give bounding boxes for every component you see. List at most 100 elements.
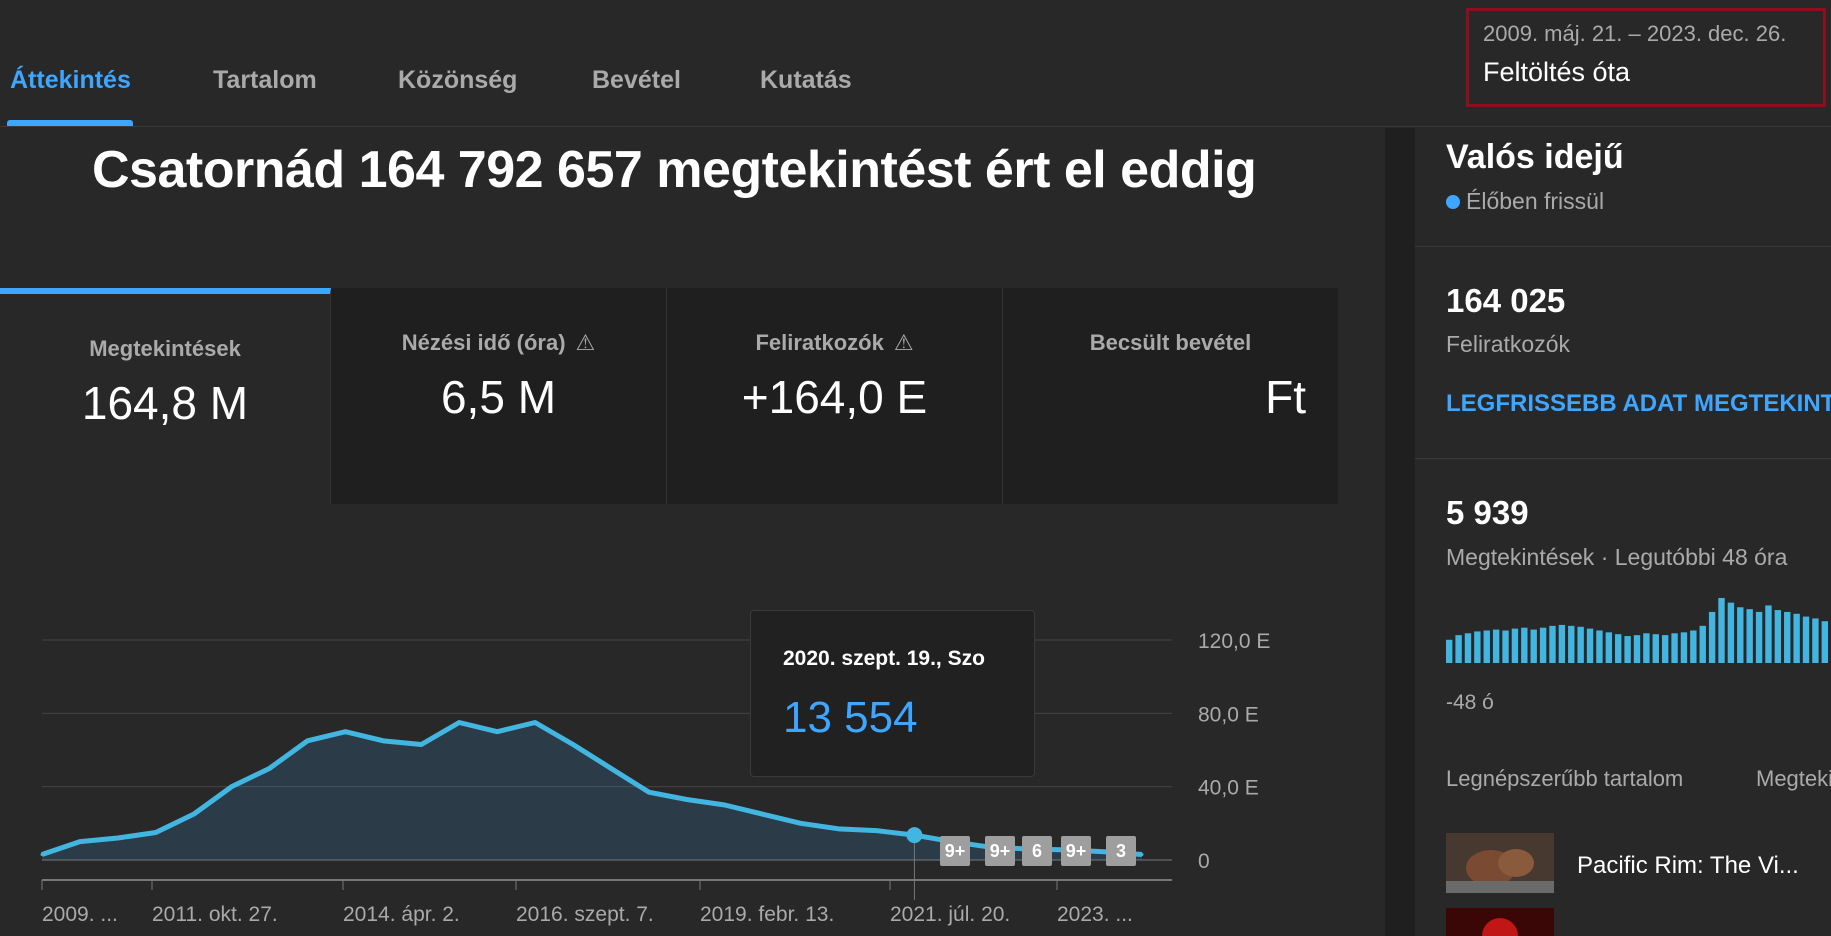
realtime-subscribers-label: Feliratkozók — [1446, 331, 1570, 357]
mini-chart-bar — [1549, 625, 1556, 663]
metric-label-subscribers-text: Feliratkozók — [755, 330, 884, 355]
mini-chart-bar — [1530, 629, 1537, 663]
video-title[interactable]: Pacific Rim: The Vi... — [1577, 852, 1799, 879]
mini-chart-bar — [1774, 610, 1782, 663]
views-chart[interactable]: 120,0 E 80,0 E 40,0 E 0 2009. ... 2011. okt. … — [0, 590, 1280, 936]
mini-chart-bar — [1633, 635, 1641, 663]
mini-chart-bar — [1596, 630, 1603, 663]
data-point — [837, 827, 841, 831]
annotation-badge[interactable]: 3 — [1106, 836, 1136, 866]
mini-chart-bar — [1699, 625, 1706, 663]
date-range-selector[interactable]: 2009. máj. 21. – 2023. dec. 26. Feltölté… — [1466, 8, 1826, 107]
page-title: Csatornád 164 792 657 megtekintést ért e… — [92, 141, 1257, 199]
metric-cards: Megtekintések 164,8 M Nézési idő (óra) ⚠ … — [0, 288, 1338, 504]
data-point — [306, 739, 310, 743]
x-tick-label: 2019. febr. 13. — [700, 903, 834, 926]
mini-chart-bar — [1802, 616, 1810, 663]
tooltip-value: 13 554 — [783, 693, 918, 742]
data-point — [874, 829, 878, 833]
views-area — [42, 722, 1142, 860]
data-point — [609, 766, 613, 770]
mini-chart-bar — [1492, 629, 1500, 663]
live-dot-icon — [1446, 195, 1460, 209]
mini-chart-bar — [1708, 611, 1716, 663]
data-point — [685, 798, 689, 801]
latest-data-link[interactable]: LEGFRISSEBB ADAT MEGTEKINTÉSE — [1446, 390, 1831, 417]
realtime-mini-chart[interactable] — [1446, 598, 1831, 663]
mini-chart-bar — [1784, 611, 1791, 663]
x-tick-label: 2021. júl. 20. — [890, 903, 1010, 926]
data-point — [1140, 853, 1144, 856]
annotation-badge[interactable]: 9+ — [1061, 836, 1091, 866]
data-point — [419, 743, 423, 746]
mini-chart-bar — [1680, 632, 1688, 663]
mini-chart-bar — [1652, 634, 1659, 663]
metric-card-subscribers[interactable]: Feliratkozók ⚠ +164,0 E — [667, 288, 1003, 504]
metric-label-views: Megtekintések — [89, 336, 241, 361]
mini-chart-bar — [1474, 631, 1481, 663]
annotation-badge[interactable]: 6 — [1022, 836, 1052, 866]
metric-label-revenue: Becsült bevétel — [1089, 330, 1252, 355]
data-point — [1102, 850, 1106, 854]
mini-chart-bar — [1539, 627, 1547, 663]
data-point — [40, 853, 44, 856]
mini-chart-bar — [1727, 602, 1735, 663]
mini-chart-bar — [1521, 627, 1528, 663]
data-point — [343, 730, 347, 734]
data-point — [192, 812, 196, 816]
divider — [1415, 246, 1831, 247]
tab-content[interactable]: Tartalom — [213, 66, 317, 94]
video-thumbnail[interactable] — [1446, 908, 1554, 936]
metric-value-views: 164,8 M — [81, 377, 249, 429]
data-point — [647, 790, 651, 794]
x-tick-label: 2009. ... — [42, 903, 118, 926]
warning-icon[interactable]: ⚠ — [575, 330, 596, 355]
tab-research[interactable]: Kutatás — [760, 66, 852, 94]
mini-chart-bar — [1793, 613, 1800, 663]
data-point — [761, 812, 765, 816]
mini-chart-bar — [1671, 633, 1678, 663]
live-indicator: Élőben frissül — [1446, 188, 1604, 215]
video-thumbnail[interactable] — [1446, 833, 1554, 893]
realtime-title: Valós idejű — [1446, 138, 1624, 176]
popular-content-tab[interactable]: Legnépszerűbb tartalom — [1446, 766, 1684, 791]
realtime-views-value: 5 939 — [1446, 494, 1529, 531]
popular-views-tab[interactable]: Megtekintések — [1756, 766, 1831, 791]
tab-revenue[interactable]: Bevétel — [592, 66, 681, 94]
data-point — [533, 721, 537, 724]
metric-card-views[interactable]: Megtekintések 164,8 M — [0, 288, 331, 504]
data-point — [268, 766, 272, 770]
warning-icon[interactable]: ⚠ — [893, 330, 914, 355]
data-point — [230, 785, 234, 789]
data-point — [571, 743, 575, 746]
realtime-subscribers-value: 164 025 — [1446, 282, 1566, 319]
mini-chart-bar — [1605, 632, 1613, 663]
annotation-badge[interactable]: 9+ — [940, 836, 970, 866]
annotation-badge[interactable]: 9+ — [985, 836, 1015, 866]
chart-tooltip: 2020. szept. 19., Szo 13 554 — [750, 610, 1035, 777]
tab-audience[interactable]: Közönség — [398, 66, 518, 94]
x-tick-label: 2011. okt. 27. — [152, 903, 278, 926]
data-point — [495, 730, 499, 734]
mini-chart-bar — [1661, 635, 1669, 663]
data-point — [723, 803, 727, 807]
mini-chart-bar — [1558, 624, 1566, 663]
mini-chart-bar — [1586, 628, 1594, 663]
mini-chart-start-label: -48 ó — [1446, 691, 1494, 714]
metric-value-watch-time: 6,5 M — [440, 371, 557, 423]
tab-overview[interactable]: Áttekintés — [10, 66, 131, 94]
live-label: Élőben frissül — [1466, 188, 1605, 214]
metric-card-revenue[interactable]: Becsült bevétel Ft — [1003, 288, 1338, 504]
metric-value-subscribers: +164,0 E — [741, 371, 928, 423]
metric-label-subscribers: Feliratkozók ⚠ — [667, 330, 1002, 356]
x-tick-label: 2014. ápr. 2. — [343, 903, 460, 926]
mini-chart-bar — [1502, 630, 1509, 663]
mini-chart-bar — [1511, 628, 1519, 663]
metric-card-watch-time[interactable]: Nézési idő (óra) ⚠ 6,5 M — [331, 288, 667, 504]
top-navigation: Áttekintés Tartalom Közönség Bevétel Kut… — [0, 0, 1831, 127]
column-divider — [1385, 128, 1415, 936]
mini-chart-bar — [1568, 625, 1575, 663]
realtime-panel: Valós idejű Élőben frissül 164 025 Felir… — [1415, 128, 1831, 936]
y-tick-label: 120,0 E — [1198, 630, 1270, 653]
date-range-text: 2009. máj. 21. – 2023. dec. 26. — [1483, 21, 1787, 46]
